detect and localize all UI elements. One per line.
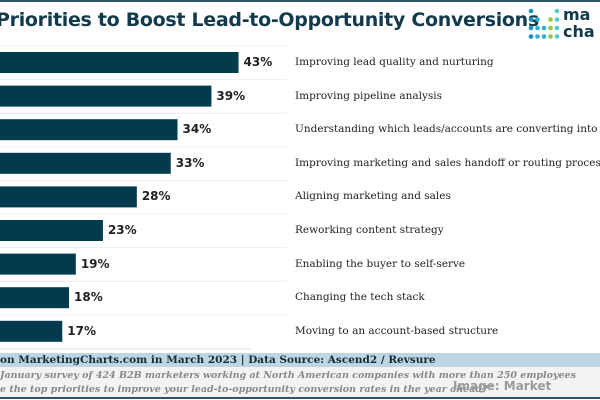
logo-dot xyxy=(548,17,553,22)
value-label: 18% xyxy=(74,290,103,305)
logo-dot xyxy=(535,34,540,39)
logo-dot xyxy=(554,8,560,14)
bar xyxy=(0,220,103,241)
logo-dot xyxy=(548,34,553,39)
bar xyxy=(0,152,171,174)
logo-dot xyxy=(541,25,547,31)
value-label: 23% xyxy=(107,223,137,237)
logo-text: ma cha xyxy=(563,5,595,41)
logo-dot xyxy=(535,25,540,31)
value-label: 34% xyxy=(182,122,212,137)
value-label: 19% xyxy=(80,256,110,271)
category-label: Aligning marketing and sales xyxy=(295,190,451,203)
value-label: 28% xyxy=(141,189,171,204)
category-label: Improving marketing and sales handoff or… xyxy=(295,156,600,169)
category-label: Improving pipeline analysis xyxy=(295,89,443,102)
value-label: 43% xyxy=(243,55,273,69)
question-note: e the top priorities to improve your lea… xyxy=(0,384,493,395)
bar-chart xyxy=(0,45,287,342)
category-label: Moving to an account-based structure xyxy=(295,324,499,337)
top-border xyxy=(0,0,600,2)
category-label: Understanding which leads/accounts are c… xyxy=(295,123,600,136)
bar xyxy=(0,320,63,342)
published-line: on MarketingCharts.com in March 2023 | D… xyxy=(0,353,600,367)
logo-dot xyxy=(528,17,534,22)
value-label: 33% xyxy=(175,155,205,170)
bar xyxy=(0,253,76,275)
survey-note: January survey of 424 B2B marketers work… xyxy=(0,370,576,381)
divider xyxy=(0,348,250,350)
logo-dot xyxy=(554,17,560,22)
category-label: Enabling the buyer to self-serve xyxy=(295,257,466,270)
bar xyxy=(0,186,137,208)
logo-dot xyxy=(528,34,534,39)
logo-dot xyxy=(548,25,553,31)
image-credit: Image: Market xyxy=(453,379,552,393)
logo-dot xyxy=(528,8,534,14)
value-label: 39% xyxy=(216,88,246,103)
marketingcharts-logo-icon xyxy=(528,8,560,39)
category-label: Changing the tech stack xyxy=(295,291,425,304)
logo-dot xyxy=(554,25,560,31)
category-label: Improving lead quality and nurturing xyxy=(295,56,494,68)
bar xyxy=(0,85,212,107)
logo-dot xyxy=(554,34,560,39)
bar xyxy=(0,287,70,309)
logo-dot xyxy=(528,25,534,31)
value-label: 17% xyxy=(67,323,96,338)
footer-notes: January survey of 424 B2B marketers work… xyxy=(0,367,600,399)
category-label: Reworking content strategy xyxy=(295,224,444,236)
logo-dot xyxy=(535,17,540,22)
bar xyxy=(0,119,178,141)
bar xyxy=(0,52,239,73)
chart-title: Priorities to Boost Lead-to-Opportunity … xyxy=(0,9,539,31)
logo-dot xyxy=(541,34,547,39)
